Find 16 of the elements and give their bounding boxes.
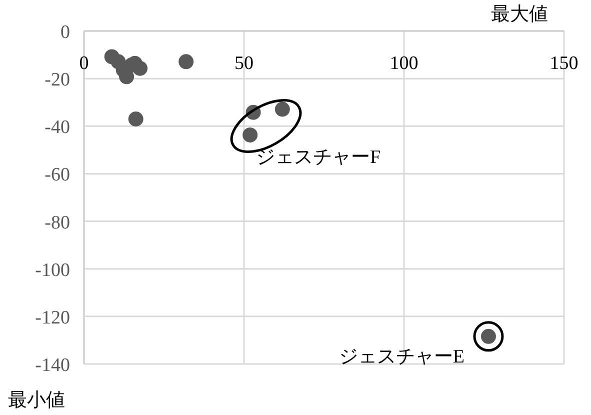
y-tick-label: -60 [44,164,70,186]
x-tick-label: 100 [390,53,418,74]
x-tick-label: 50 [234,53,254,74]
annotation: ジェスチャーE [338,346,464,368]
y-tick-label: -120 [35,307,70,328]
x-tick-label: 150 [550,53,578,74]
text: 最大値 [491,4,548,25]
annotation: ジェスチャーF [256,147,381,168]
y-tick-label: -80 [44,212,70,234]
y-tick-label: -100 [35,260,70,281]
text: 最小値 [8,390,65,411]
y-tick-label: -40 [44,117,70,138]
x-tick-label: 0 [79,53,89,74]
y-tick-label: -20 [44,70,70,91]
y-tick-label: -140 [35,355,70,376]
y-tick-label: 0 [60,22,70,43]
